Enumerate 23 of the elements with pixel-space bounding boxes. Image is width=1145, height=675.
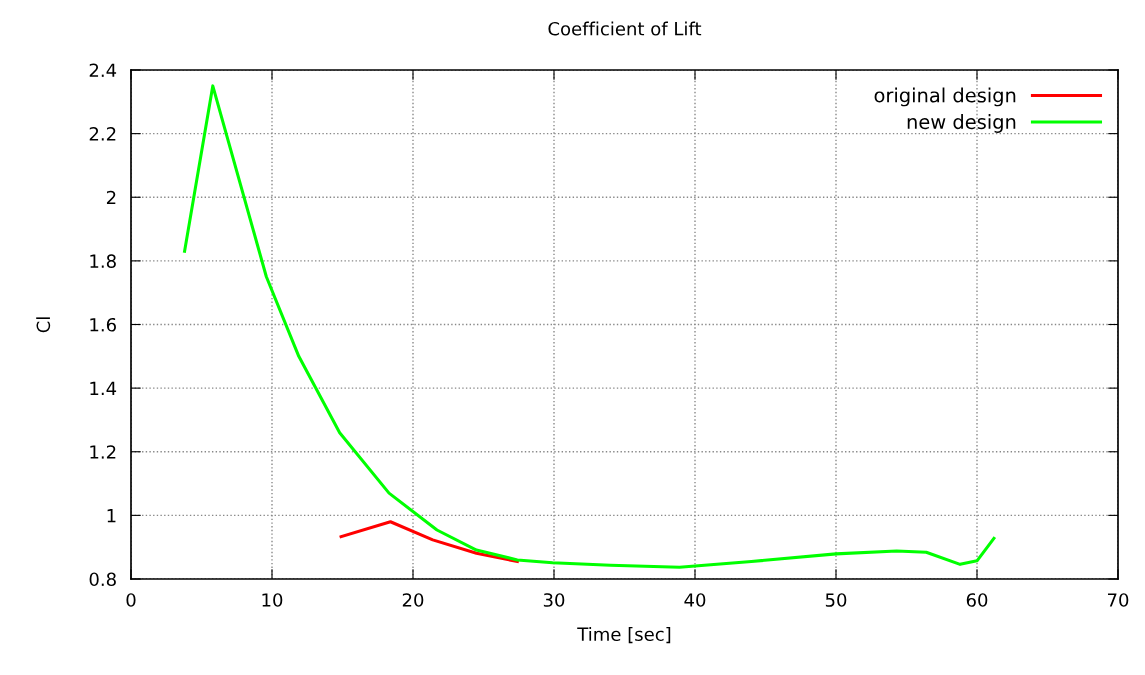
y-tick-label: 1.6	[90, 317, 116, 332]
x-tick-label: 40	[684, 593, 706, 607]
x-tick-label: 30	[543, 593, 565, 607]
y-tick-label: 1.8	[90, 254, 116, 268]
x-tick-label: 10	[262, 593, 283, 607]
y-tick-label: 1.2	[90, 445, 116, 459]
y-tick-label: 2	[106, 190, 116, 205]
y-tick-label: 1.4	[90, 381, 117, 395]
y-tick-label: 2.2	[89, 127, 116, 141]
y-tick-label: 0.8	[89, 572, 116, 587]
x-tick-label: 50	[825, 593, 847, 607]
chart-title: Coefficient of Lift	[548, 21, 702, 36]
y-tick-label: 2.4	[89, 63, 117, 77]
x-tick-label: 20	[402, 593, 424, 607]
y-axis-title: Cl	[36, 317, 51, 333]
x-tick-label: 0	[126, 593, 136, 607]
line-series	[339, 520, 519, 564]
x-axis-title: Time [sec]	[577, 627, 671, 644]
x-tick-label: 60	[966, 593, 988, 607]
legend-label: original design	[874, 87, 1016, 107]
x-tick-label: 70	[1107, 593, 1129, 607]
legend-label: new design	[907, 114, 1016, 133]
y-tick-label: 1	[107, 509, 116, 523]
